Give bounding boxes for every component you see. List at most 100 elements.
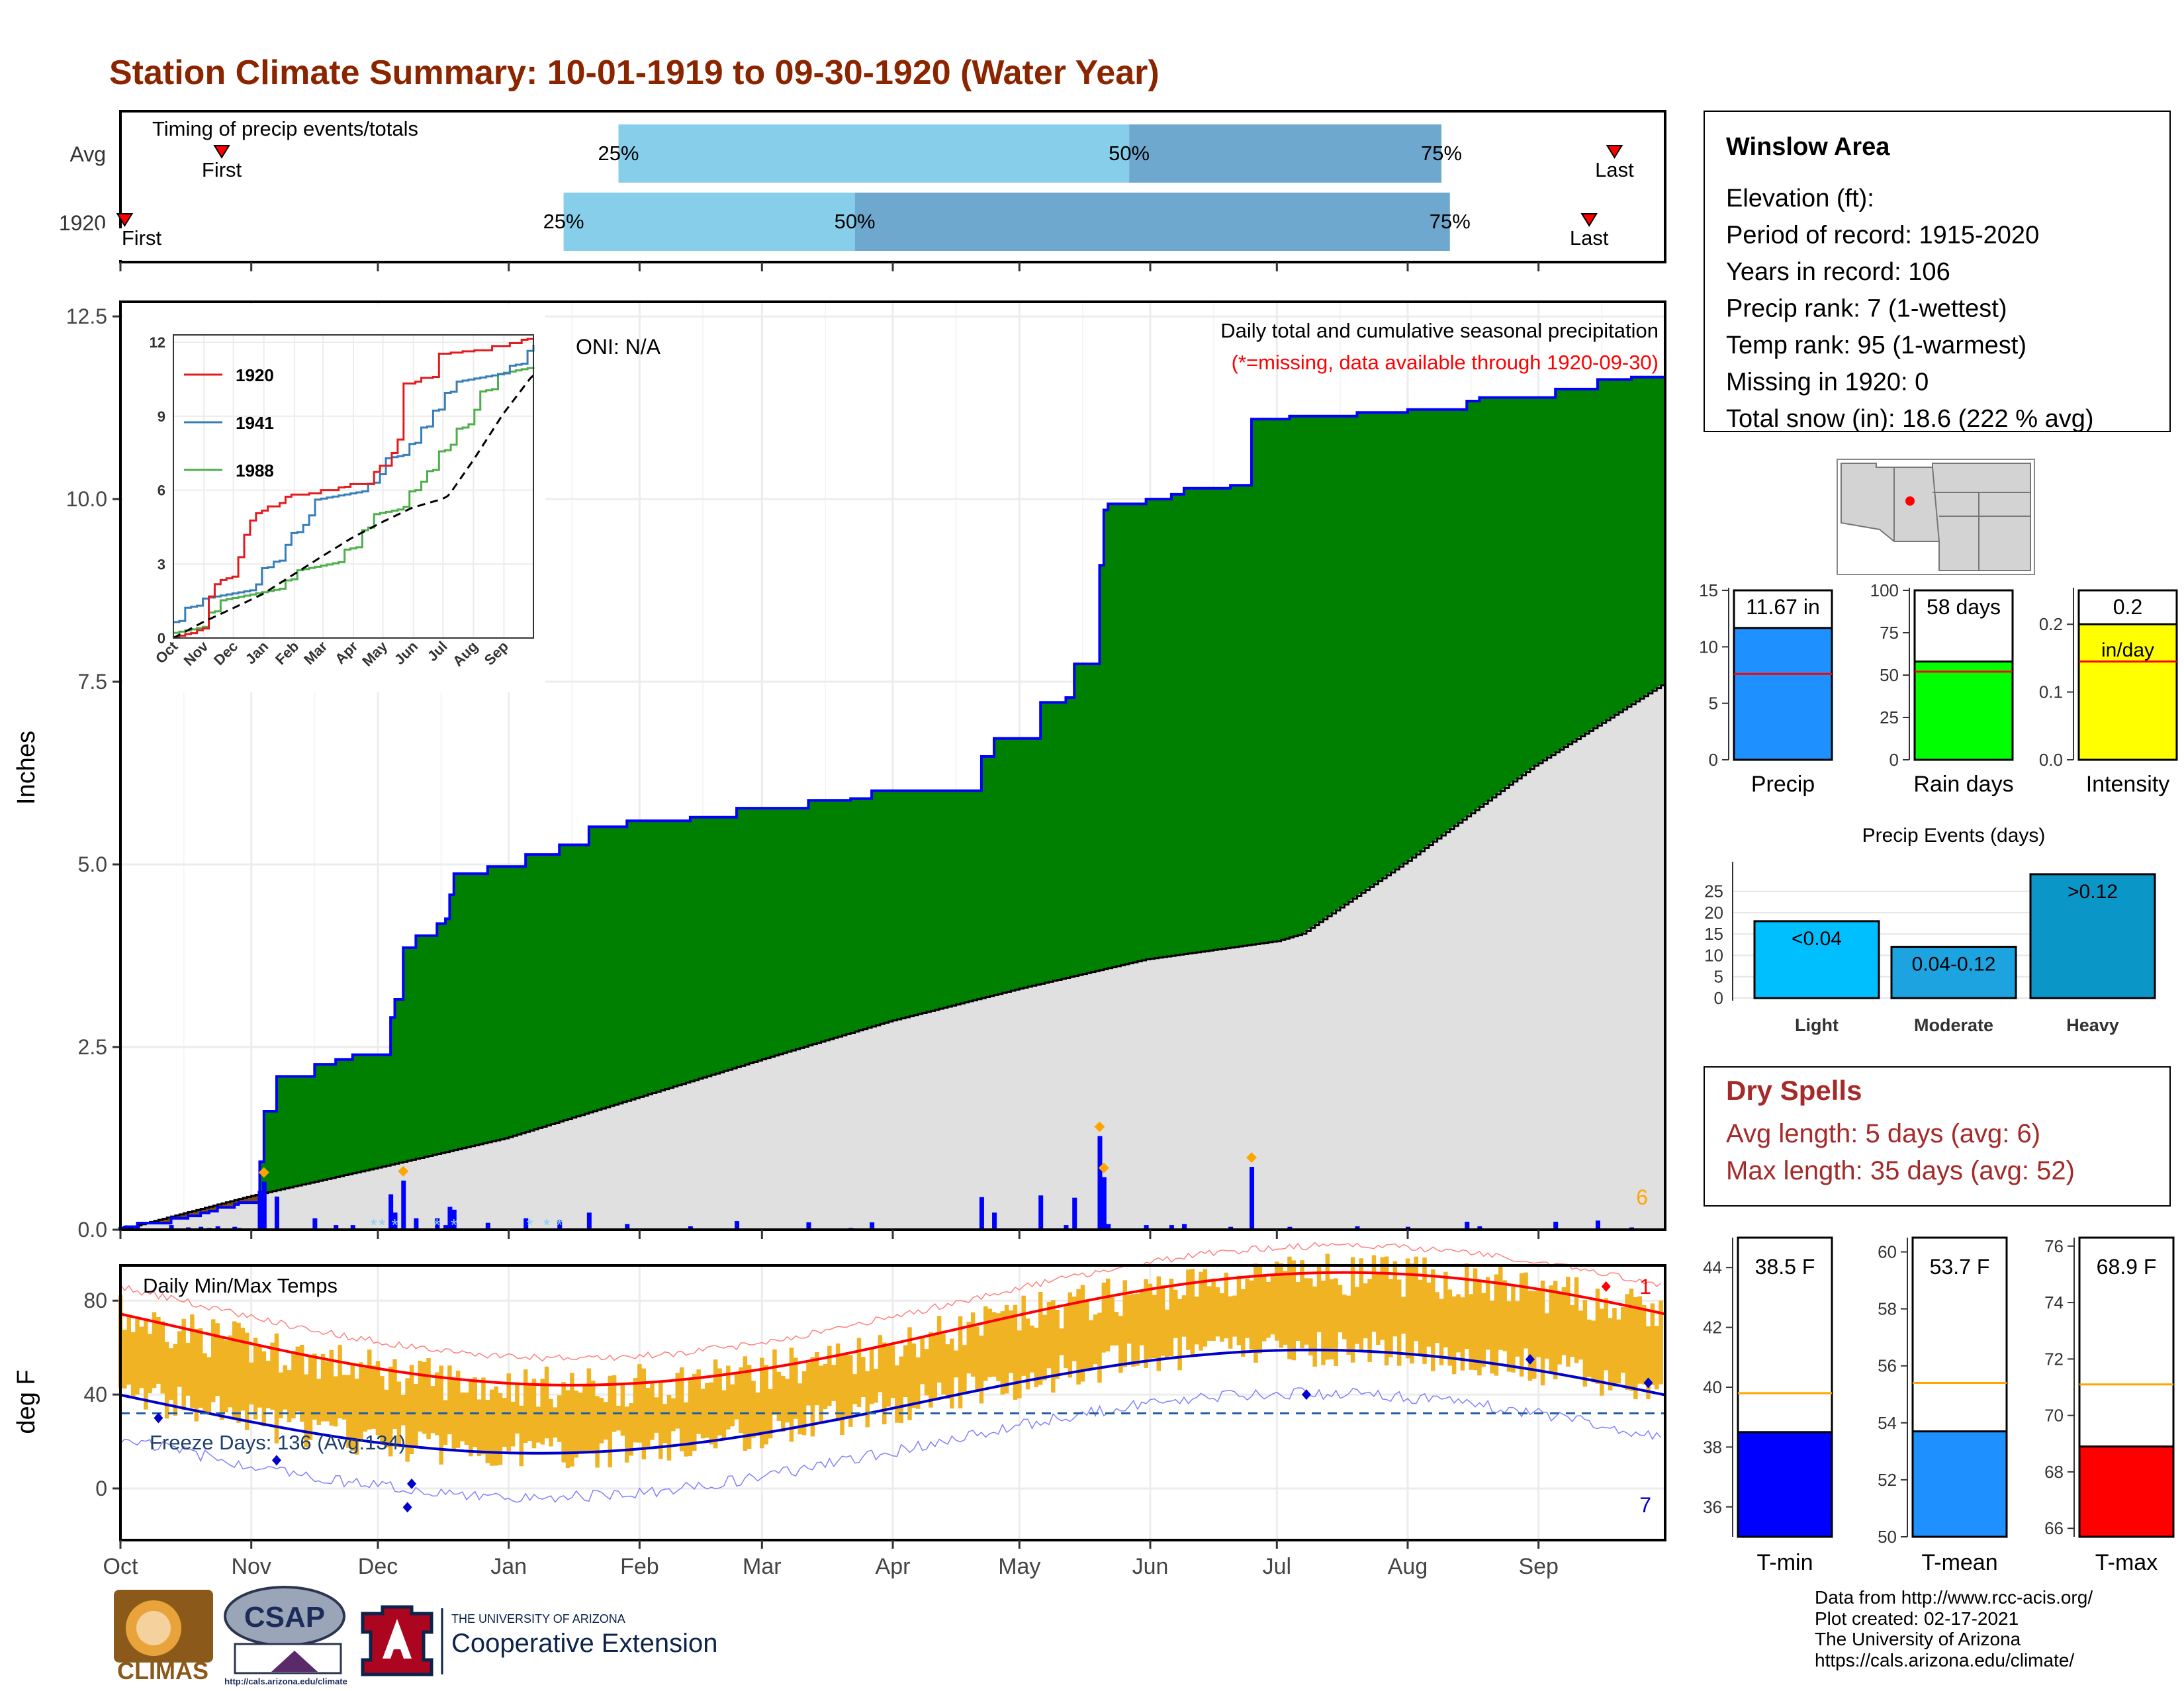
mini-bar-rain-days [1913, 661, 2014, 761]
temp-y-tick-label: 80 [83, 1289, 107, 1312]
inset-background [123, 304, 545, 692]
precip-events-value-label-heavy: >0.12 [2068, 881, 2118, 903]
month-tick-label-oct: Oct [103, 1554, 138, 1579]
daily-precip-bar [350, 1225, 355, 1230]
precip-y-tick-label: 12.5 [66, 304, 107, 328]
heavy-precip-marker [1246, 1152, 1257, 1164]
average-max-temp-line [120, 1271, 1666, 1387]
temperature-panel: 0 40 80 deg F Daily Min/Max Temps Freeze D… [13, 1242, 1666, 1541]
temp-bar-t-max [2078, 1445, 2175, 1538]
precip-events-tick-label: 20 [1704, 903, 1723, 923]
daily-precip-bar [485, 1222, 490, 1230]
daily-precip-bar [806, 1222, 811, 1230]
precip-y-tick-label: 7.5 [78, 670, 107, 694]
inset-legend-label-1988: 1988 [236, 461, 274, 480]
timing-bar-50-75-avg [1129, 124, 1442, 183]
timing-label-mask [99, 228, 122, 260]
timing-p25-label-1920: 25% [543, 210, 584, 233]
daily-precip-bar [1553, 1221, 1559, 1230]
mini-axis-tick-label: 0.1 [2039, 682, 2063, 702]
daily-precip-bar [1477, 1226, 1482, 1230]
precip-events-category-heavy: Heavy [2066, 1015, 2119, 1035]
month-tick-label-aug: Aug [1388, 1554, 1428, 1579]
snow-marker: * [379, 1215, 385, 1235]
inset-series-1988 [173, 367, 535, 634]
daily-precip-bar [388, 1194, 394, 1230]
mini-axis-tick-label: 0.2 [2039, 614, 2063, 634]
record-low-marker [154, 1412, 163, 1424]
snow-marker: * [543, 1215, 550, 1235]
snow-marker: * [556, 1215, 563, 1235]
daily-precip-bar [1101, 1177, 1107, 1230]
daily-precip-bar [1144, 1225, 1149, 1230]
precip-events-tick-label: 25 [1704, 882, 1723, 901]
temp-y-tick-label: 0 [95, 1477, 107, 1500]
precip-events-bar-heavy [2029, 873, 2156, 999]
daily-precip-bar [1287, 1226, 1293, 1230]
timing-first-label-avg: First [202, 158, 242, 181]
mini-axis-tick-label: 5 [1709, 694, 1718, 713]
daily-precip-bar [443, 1225, 449, 1230]
daily-precip-bar [261, 1181, 267, 1230]
record-low-marker [1525, 1353, 1535, 1365]
heavy-precip-marker [1098, 1162, 1109, 1173]
mini-axis-tick-label: 10 [1699, 637, 1718, 657]
mini-axis-tick-label: 25 [1880, 708, 1899, 727]
record-high-line [120, 1242, 1662, 1362]
timing-p50-label-1920: 50% [835, 210, 876, 233]
temp-bar-tick-label: 40 [1703, 1377, 1722, 1397]
precip-y-tick-label: 0.0 [78, 1218, 107, 1242]
record-low-marker [1301, 1389, 1311, 1400]
dry-spells-max: Max length: 35 days (avg: 52) [1726, 1156, 2075, 1185]
temp-ylabel: deg F [13, 1369, 40, 1434]
locator-map-region [1841, 463, 2031, 571]
inset-y-tick-label: 3 [158, 556, 165, 572]
average-cumulative-line [120, 684, 1665, 1231]
timing-first-label-1920: First [122, 226, 162, 250]
precip-events-category-moderate: Moderate [1914, 1015, 1993, 1035]
daily-precip-bar [135, 1226, 140, 1230]
daily-precip-bar [199, 1226, 204, 1230]
precip-events-value-label-light: <0.04 [1792, 928, 1842, 950]
mini-bar-label-rain-days: Rain days [1913, 772, 2013, 797]
timing-last-label-avg: Last [1595, 158, 1634, 181]
oni-label: ONI: N/A [576, 335, 661, 359]
station-info-line: Total snow (in): 18.6 (222 % avg) [1726, 405, 2094, 433]
daily-precip-bar [870, 1222, 875, 1230]
dry-spells-box: Dry Spells Avg length: 5 days (avg: 6) M… [1704, 1066, 2171, 1207]
record-low-marker [402, 1502, 412, 1513]
temp-bar-tick-label: 58 [1878, 1299, 1897, 1319]
record-high-marker [1601, 1281, 1611, 1292]
heavy-precip-marker [1094, 1121, 1105, 1132]
observed-cumulative-line [119, 375, 1665, 1231]
temp-bar-tick-label: 60 [1878, 1242, 1897, 1262]
snow-marker: * [371, 1215, 377, 1235]
locator-map [1837, 459, 2035, 575]
cold-count: 7 [1639, 1493, 1651, 1517]
timing-label: Timing of precip events/totals [152, 117, 418, 140]
precip-events-category-light: Light [1795, 1015, 1839, 1035]
daily-precip-bar [1595, 1220, 1600, 1230]
station-info-box: Winslow Area Elevation (ft): Period of re… [1704, 111, 2171, 433]
month-tick-label-nov: Nov [231, 1554, 271, 1579]
inset-average-line [173, 375, 534, 639]
timing-row-label-1920: 1920 [59, 211, 106, 235]
daily-precip-bar [1406, 1226, 1410, 1230]
timing-last-marker-avg [1606, 145, 1623, 159]
average-cumulative-area [120, 685, 1665, 1230]
daily-precip-bar [992, 1212, 997, 1230]
temp-bar-t-mean [1911, 1430, 2008, 1538]
precip-events-bar-light [1753, 920, 1880, 999]
snow-marker: * [391, 1215, 398, 1235]
daily-precip-bar [625, 1224, 630, 1230]
daily-precip-bar [451, 1209, 457, 1230]
mini-axis-tick-label: 100 [1870, 580, 1899, 600]
daily-precip-bar [523, 1218, 529, 1230]
footer-line-data: Data from http://www.rcc-acis.org/ [1815, 1587, 2093, 1608]
timing-row-label-avg: Avg [69, 142, 106, 166]
temp-bar-label-t-max: T-max [2095, 1550, 2158, 1575]
climas-logo-text: CLIMAS [117, 1657, 208, 1684]
